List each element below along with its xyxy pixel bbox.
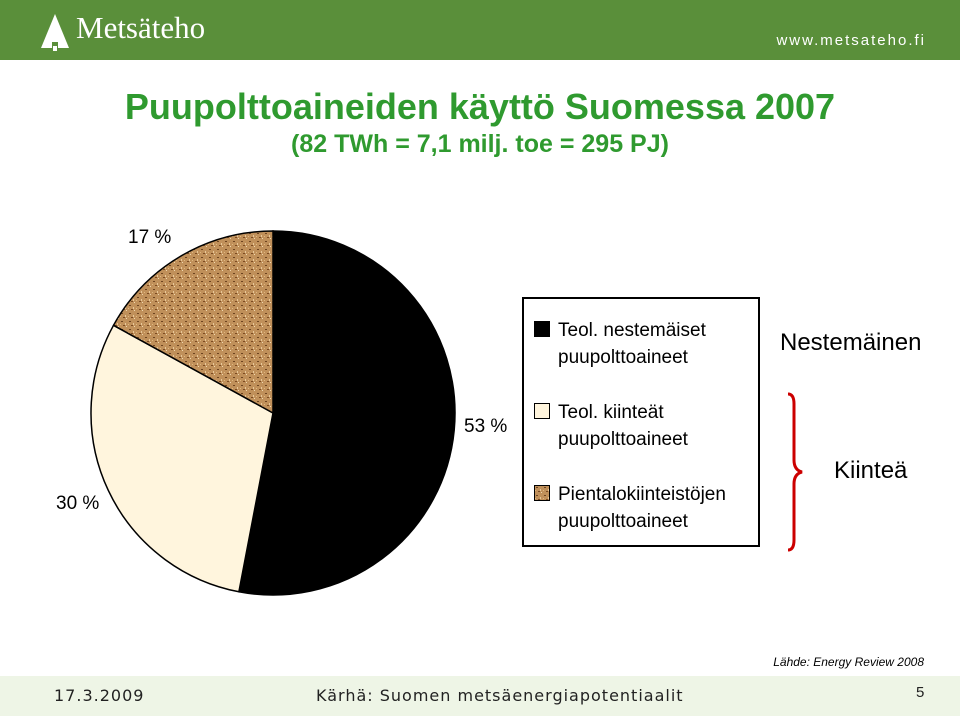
chart-legend: Teol. nestemäiset puupolttoaineet Teol. … [522, 297, 760, 547]
legend-swatch-black [534, 321, 550, 337]
header-bar: Metsäteho www.metsateho.fi [0, 0, 960, 60]
legend-item-pientalo: Pientalokiinteistöjen puupolttoaineet [534, 481, 758, 535]
legend-item-nestemaiset: Teol. nestemäiset puupolttoaineet [534, 317, 758, 371]
source-note: Lähde: Energy Review 2008 [773, 655, 924, 669]
slice-label-nestemaiset: 53 % [464, 416, 508, 437]
slice-label-pientalo: 17 % [128, 227, 172, 248]
slice-label-kiinteat: 30 % [56, 493, 100, 514]
pie-slices [90, 230, 456, 596]
page-title: Puupolttoaineiden käyttö Suomessa 2007 [124, 86, 836, 127]
curly-brace [787, 392, 803, 552]
legend-item-kiinteat: Teol. kiinteät puupolttoaineet [534, 399, 758, 453]
legend-label: Pientalokiinteistöjen puupolttoaineet [558, 484, 726, 532]
pie-slice-kiinteat [90, 324, 274, 593]
page-subtitle: (82 TWh = 7,1 milj. toe = 295 PJ) [291, 130, 669, 158]
pie-slice-pientalo [112, 230, 274, 415]
pie-slice-nestemaiset [238, 230, 456, 596]
footer-title: Kärhä: Suomen metsäenergiapotentiaalit [316, 686, 684, 705]
legend-label: Teol. nestemäiset puupolttoaineet [558, 320, 706, 368]
page-number: 5 [916, 684, 925, 701]
group-label-nestemainen: Nestemäinen [780, 329, 922, 356]
legend-swatch-cream [534, 403, 550, 419]
legend-swatch-cork [534, 485, 550, 501]
footer-bar [0, 676, 960, 716]
logo-text: Metsäteho [76, 10, 206, 45]
group-label-kiintea: Kiinteä [834, 457, 908, 484]
tree-logo-icon [41, 14, 69, 51]
legend-label: Teol. kiinteät puupolttoaineet [558, 402, 688, 450]
site-url[interactable]: www.metsateho.fi [776, 32, 926, 49]
footer-date: 17.3.2009 [54, 686, 145, 705]
